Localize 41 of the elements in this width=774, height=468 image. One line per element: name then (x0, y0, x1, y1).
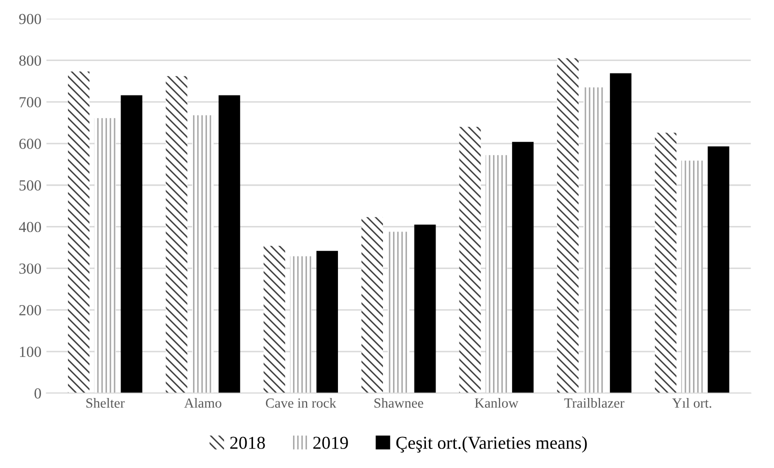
x-tick-label: Kanlow (474, 398, 518, 408)
bar (361, 217, 383, 394)
bar (512, 142, 534, 394)
bar (120, 95, 142, 394)
x-tick-label: Yıl ort. (672, 398, 712, 408)
y-tick-label: 800 (19, 55, 41, 66)
bar (388, 232, 410, 394)
bar (166, 76, 188, 394)
bar (68, 72, 90, 394)
y-tick-label: 0 (34, 388, 41, 399)
bar (316, 250, 338, 394)
x-tick-label: Alamo (184, 398, 222, 408)
y-tick-label: 100 (20, 346, 41, 357)
bar (459, 126, 481, 394)
x-tick-label: Shawnee (374, 398, 424, 408)
y-tick-label: 900 (19, 14, 41, 24)
bar (264, 246, 286, 394)
legend-label: 2019 (313, 436, 348, 449)
bar (681, 160, 703, 394)
bar (557, 58, 579, 394)
bar (708, 146, 730, 394)
legend-label: 2018 (230, 436, 265, 449)
bar (192, 115, 214, 394)
bar (584, 87, 606, 394)
x-tick-label: Trailblazer (564, 398, 624, 408)
legend-label: Çeşit ort.(Varieties means) (396, 436, 587, 453)
y-tick-label: 300 (19, 263, 41, 274)
x-tick-label: Cave in rock (266, 398, 336, 408)
bar (486, 155, 508, 394)
y-tick-label: 200 (19, 305, 41, 316)
y-tick-label: 700 (20, 97, 41, 108)
y-tick-label: 400 (18, 222, 41, 232)
y-tick-label: 600 (19, 138, 41, 149)
bar (610, 73, 632, 394)
bar (290, 256, 312, 394)
y-tick-label: 500 (20, 180, 41, 191)
bar (218, 95, 240, 394)
bar (654, 132, 676, 394)
bar (414, 224, 436, 394)
bar (94, 118, 116, 394)
x-tick-label: Shelter (86, 398, 125, 408)
